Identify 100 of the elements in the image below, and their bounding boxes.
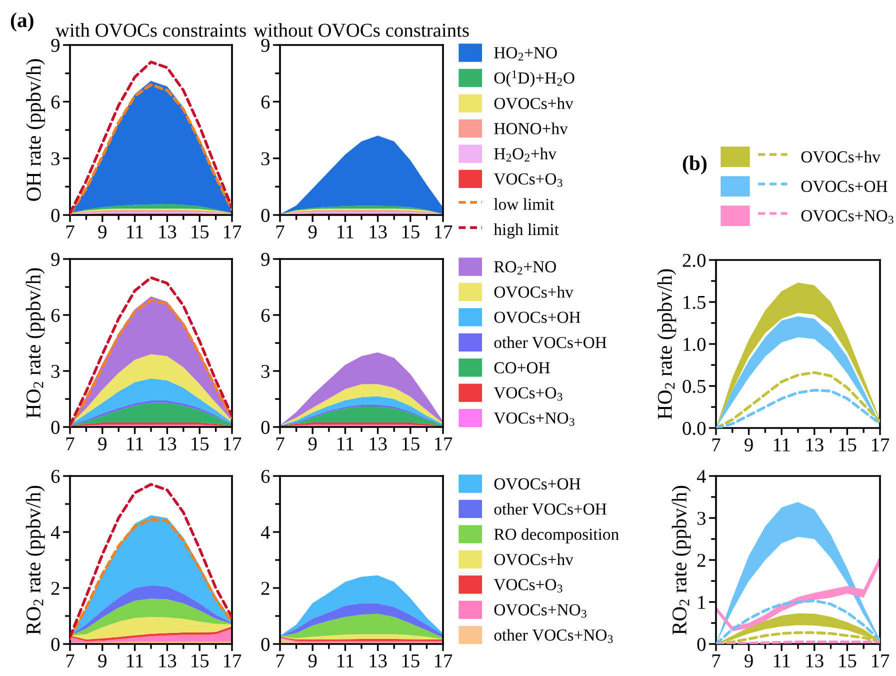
x-tick-label: 9 [308,437,317,450]
y-axis-title: HO$_{2}$ rate (ppbv/h) [26,268,45,418]
x-tick-label: 11 [127,654,143,668]
text: (b) [682,156,707,174]
x-tick-label: 7 [712,654,720,668]
y-tick-label: 2.0 [682,254,706,268]
x-tick-label: 9 [308,225,317,238]
x-tick-label: 15 [839,438,856,452]
x-tick-label: 11 [338,437,354,450]
x-tick-label: 13 [370,654,387,668]
x-tick-label: 7 [276,437,284,450]
x-tick-label: 17 [872,654,890,668]
y-tick-label: 3 [51,364,60,378]
legend-label: other VOCs+NO$_{3}$ [494,628,613,643]
y-tick-label: 3 [697,512,706,525]
y-tick-label: 0 [51,638,60,651]
x-tick-label: 13 [806,438,824,452]
x-tick-label: 15 [192,654,209,668]
x-tick-label: 7 [66,654,74,668]
x-tick-label: 13 [370,437,387,450]
x-tick-label: 9 [744,438,753,452]
x-tick-label: 15 [192,225,209,238]
text: OVOCs+hv [494,286,574,298]
y-tick-label: 0.5 [682,380,706,394]
x-tick-label: 13 [370,225,387,238]
y-tick-label: 0 [51,420,60,434]
y-tick-label: 0 [261,208,270,222]
x-tick-label: 17 [434,437,452,450]
x-tick-label: 9 [98,654,106,668]
y-tick-label: 2 [51,582,60,595]
x-tick-label: 9 [98,437,106,450]
x-tick-label: 17 [872,438,890,452]
x-tick-label: 9 [98,225,106,238]
legend-label: OVOCs+NO$_{3}$ [801,210,894,224]
x-tick-label: 7 [712,438,720,452]
y-tick-label: 0.0 [682,422,706,436]
legend-label: OVOCs+NO$_{3}$ [494,604,586,618]
text: OVOCs+OH [494,478,580,490]
y-tick-label: 6 [51,470,60,483]
x-tick-label: 17 [434,225,452,238]
legend-label: O($^{1}$D)+H$_{2}$O [494,70,574,87]
y-tick-label: 1 [698,596,706,609]
x-tick-label: 7 [276,225,284,238]
y-tick-label: 2 [697,554,706,567]
y-tick-label: 2 [261,582,270,595]
legend-label: high limit [494,223,559,239]
legend-label: OVOCs+hv [494,97,574,110]
y-tick-label: 6 [261,470,270,483]
y-tick-label: 0 [261,420,270,434]
x-tick-label: 11 [338,654,354,668]
x-tick-label: 15 [402,654,420,668]
chart-title: without OVOCs constraints [253,23,469,37]
x-tick-label: 11 [127,437,143,450]
x-tick-label: 11 [774,654,790,668]
y-tick-label: 4 [696,470,706,483]
y-tick-label: 1.0 [684,338,706,352]
text: (a) [10,12,34,32]
x-tick-label: 11 [774,438,790,452]
y-axis-title: RO$_{2}$ rate (ppbv/h) [672,486,691,635]
legend-label: OVOCs+OH [801,180,888,192]
chart-title: with OVOCs constraints [55,23,246,37]
text: other VOCs+OH [494,502,606,515]
text: VOCs+O$_{3}$ [494,579,562,592]
y-tick-label: 3 [261,364,270,378]
y-tick-label: 9 [261,38,270,52]
y-tick-label: 4 [50,526,60,539]
legend-label: VOCs+NO$_{3}$ [494,412,574,426]
y-tick-label: 3 [51,152,60,166]
x-tick-label: 17 [224,225,242,238]
y-axis-title: RO$_{2}$ rate (ppbv/h) [26,486,45,635]
x-tick-label: 7 [276,654,284,668]
y-tick-label: 0 [261,638,270,651]
x-tick-label: 15 [192,437,209,450]
y-axis-title: OH rate (ppbv/h) [26,59,45,201]
y-tick-label: 1.5 [684,296,706,310]
x-tick-label: 15 [402,225,420,238]
legend-label: VOCs+O$_{3}$ [494,173,562,187]
x-tick-label: 7 [66,437,74,450]
legend-label: RO$_{2}$+NO [494,261,556,274]
legend-label: HONO+hv [494,122,568,134]
x-tick-label: 13 [159,437,176,450]
line-series [70,483,232,638]
text: CO+OH [494,362,550,374]
x-tick-label: 17 [224,654,242,668]
x-tick-label: 17 [224,437,242,450]
x-tick-label: 13 [159,225,176,238]
y-tick-label: 6 [51,96,60,109]
y-tick-label: 6 [261,308,270,322]
legend-label: HO$_{2}$+NO [494,47,557,60]
text: OVOCs+hv [494,553,574,566]
x-tick-label: 15 [839,654,856,668]
y-tick-label: 9 [51,38,60,52]
text: VOCs+O$_{3}$ [494,387,562,401]
x-tick-label: 11 [338,225,354,238]
legend-label: OVOCs+OH [494,312,580,324]
legend-label: low limit [494,198,554,210]
x-tick-label: 13 [159,654,176,668]
y-tick-label: 3 [261,152,270,166]
y-tick-label: 0 [51,208,60,222]
x-tick-label: 15 [402,437,420,450]
